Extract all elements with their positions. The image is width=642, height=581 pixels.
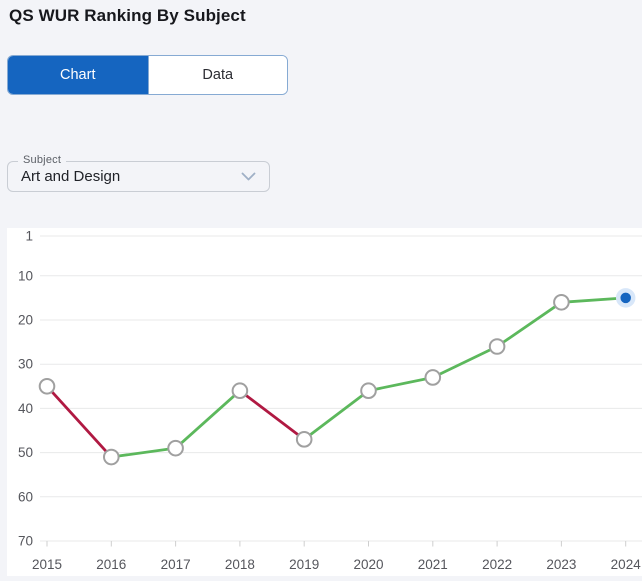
- chart-data-toggle: Chart Data: [7, 55, 288, 95]
- chart-card: 1 10 20 30 40 50 60 70 2015 2016 2017 2018 2019 2020 2…: [7, 228, 642, 576]
- line-segment: [560, 296, 628, 304]
- x-axis-tick-label: 2018: [225, 557, 255, 572]
- data-point-2016[interactable]: [103, 448, 120, 466]
- data-point-2021[interactable]: [424, 369, 442, 386]
- y-axis-tick-label: 20: [18, 312, 33, 327]
- y-axis-tick-label: 60: [18, 489, 33, 504]
- y-axis-tick-label: 70: [18, 534, 33, 549]
- subject-select[interactable]: Subject Art and Design: [7, 154, 270, 192]
- data-point-2019[interactable]: [295, 431, 313, 448]
- line-segment: [302, 389, 370, 441]
- chevron-down-icon: [241, 172, 256, 181]
- x-axis-tick-label: 2020: [353, 557, 383, 572]
- line-segment: [45, 384, 113, 459]
- y-axis-tick-label: 50: [18, 445, 33, 460]
- x-axis-tick-label: 2017: [161, 557, 191, 572]
- data-point-2020[interactable]: [360, 382, 377, 400]
- data-point-2022[interactable]: [488, 338, 506, 355]
- data-point-2023[interactable]: [553, 294, 570, 311]
- data-point-2017[interactable]: [167, 439, 184, 457]
- x-axis-tick-label: 2023: [546, 557, 576, 572]
- y-axis-tick-label: 30: [18, 357, 33, 372]
- x-axis-tick-label: 2016: [96, 557, 126, 572]
- line-segment: [495, 300, 563, 348]
- tab-data[interactable]: Data: [147, 56, 287, 94]
- line-segment: [238, 389, 306, 441]
- x-axis-tick-label: 2021: [418, 557, 448, 572]
- y-axis-tick-label: 10: [18, 268, 33, 283]
- line-segment: [431, 345, 499, 379]
- y-axis-tick-label: 40: [18, 401, 33, 416]
- x-axis-tick-label: 2019: [289, 557, 319, 572]
- line-segment: [367, 376, 435, 393]
- subject-select-label: Subject: [18, 154, 67, 166]
- page-title: QS WUR Ranking By Subject: [9, 6, 246, 25]
- x-axis-tick-label: 2015: [32, 557, 62, 572]
- y-axis-tick-label: 1: [25, 229, 33, 244]
- line-segment: [174, 389, 242, 450]
- x-axis-tick-label: 2024: [611, 557, 642, 572]
- data-point-2018[interactable]: [231, 382, 249, 400]
- data-point-2015[interactable]: [38, 377, 56, 395]
- ranking-chart: 1 10 20 30 40 50 60 70 2015 2016 2017 2018 2019 2020 2…: [18, 229, 642, 572]
- subject-select-value: Art and Design: [21, 168, 121, 185]
- data-point-2024[interactable]: [615, 288, 636, 308]
- tab-chart[interactable]: Chart: [8, 56, 148, 94]
- x-axis-tick-label: 2022: [482, 557, 512, 572]
- line-segment: [109, 446, 178, 459]
